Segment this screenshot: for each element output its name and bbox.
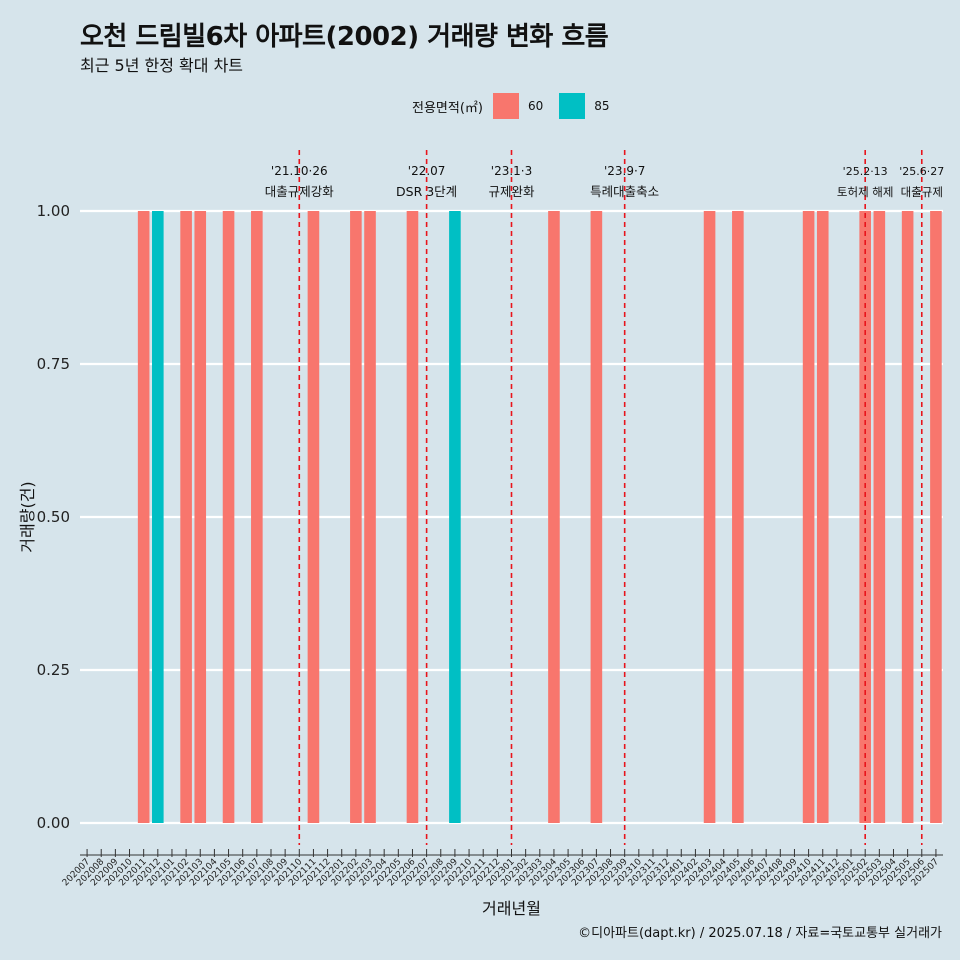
event-date-label: '25.2·13 bbox=[843, 165, 888, 178]
bar bbox=[406, 211, 419, 823]
event-name-label: 대출규제 bbox=[901, 185, 943, 199]
bar bbox=[152, 211, 164, 823]
y-tick-label: 1.00 bbox=[37, 202, 70, 220]
bar bbox=[307, 211, 320, 823]
bar bbox=[901, 211, 914, 823]
legend-title: 전용면적(㎡) bbox=[412, 100, 483, 116]
event-date-label: '25.6·27 bbox=[899, 165, 944, 178]
event-name-label: 대출규제강화 bbox=[265, 184, 335, 199]
y-tick-label: 0.75 bbox=[37, 355, 70, 373]
event-date-label: '21.10·26 bbox=[271, 164, 328, 178]
bar bbox=[548, 211, 560, 823]
legend-swatch-60 bbox=[492, 93, 519, 119]
y-tick-label: 0.25 bbox=[37, 661, 70, 679]
source-caption: ©디아파트(dapt.kr) / 2025.07.18 / 자료=국토교통부 실… bbox=[578, 926, 942, 941]
event-name-label: 규제완화 bbox=[488, 184, 535, 199]
chart-title: 오천 드림빌6차 아파트(2002) 거래량 변화 흐름 bbox=[80, 22, 609, 52]
bar bbox=[816, 211, 829, 823]
bar bbox=[251, 211, 263, 823]
bar bbox=[194, 211, 207, 823]
bar bbox=[703, 211, 716, 823]
y-axis-title: 거래량(건) bbox=[18, 481, 37, 552]
bar bbox=[930, 211, 942, 823]
x-axis-title: 거래년월 bbox=[482, 899, 541, 918]
legend-label-60: 60 bbox=[527, 99, 544, 113]
bar bbox=[449, 211, 461, 823]
event-name-label: 토허제 해제 bbox=[837, 185, 894, 199]
event-date-label: '23.9·7 bbox=[604, 164, 645, 178]
bar bbox=[802, 211, 815, 823]
bar bbox=[859, 211, 871, 823]
bar bbox=[350, 211, 362, 823]
legend: 전용면적(㎡) 60 85 bbox=[412, 93, 616, 119]
bar bbox=[137, 211, 150, 823]
bar bbox=[732, 211, 744, 823]
event-date-label: '22.07 bbox=[408, 164, 446, 178]
bar bbox=[873, 211, 886, 823]
legend-swatch-85 bbox=[559, 93, 586, 119]
y-tick-label: 0.50 bbox=[37, 508, 70, 526]
chart-subtitle: 최근 5년 한정 확대 차트 bbox=[80, 56, 244, 75]
bar bbox=[180, 211, 192, 823]
event-name-label: 특례대출축소 bbox=[590, 184, 659, 199]
legend-item-85: 85 bbox=[559, 93, 610, 119]
event-name-label: DSR 3단계 bbox=[396, 184, 457, 199]
y-tick-label: 0.00 bbox=[37, 814, 70, 832]
legend-item-60: 60 bbox=[492, 93, 544, 119]
bar bbox=[364, 211, 376, 823]
legend-label-85: 85 bbox=[594, 99, 610, 113]
bar bbox=[590, 211, 603, 823]
bar bbox=[222, 211, 235, 823]
event-date-label: '23.1·3 bbox=[491, 164, 532, 178]
